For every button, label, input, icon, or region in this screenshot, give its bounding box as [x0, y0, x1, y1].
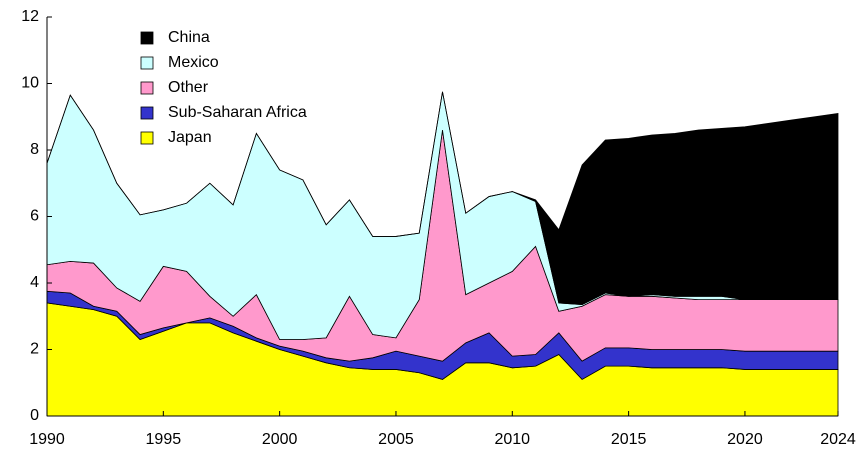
legend-label: Sub-Saharan Africa — [168, 104, 307, 121]
x-tick-label: 2010 — [494, 431, 530, 448]
x-tick-label: 2020 — [727, 431, 763, 448]
x-tick-label: 1990 — [29, 431, 65, 448]
legend-swatch — [140, 131, 154, 145]
y-tick-label: 8 — [30, 141, 39, 158]
y-tick-label: 4 — [30, 274, 39, 291]
x-tick-label: 2005 — [378, 431, 414, 448]
y-tick-label: 12 — [21, 8, 39, 25]
legend-swatch — [140, 106, 154, 120]
y-tick-label: 2 — [30, 341, 39, 358]
legend-label: Japan — [168, 129, 212, 146]
legend-swatch — [140, 56, 154, 70]
legend-swatch — [140, 81, 154, 95]
legend-label: China — [168, 29, 210, 46]
y-tick-label: 10 — [21, 75, 39, 92]
legend-label: Other — [168, 79, 209, 96]
x-tick-label: 2015 — [611, 431, 647, 448]
y-tick-label: 6 — [30, 208, 39, 225]
x-tick-label: 2000 — [262, 431, 298, 448]
legend-swatch — [140, 31, 154, 45]
x-tick-label: 2024 — [820, 431, 856, 448]
area — [46, 91, 839, 306]
x-tick-label: 1995 — [146, 431, 182, 448]
y-tick-label: 0 — [30, 407, 39, 424]
legend-label: Mexico — [168, 54, 219, 71]
